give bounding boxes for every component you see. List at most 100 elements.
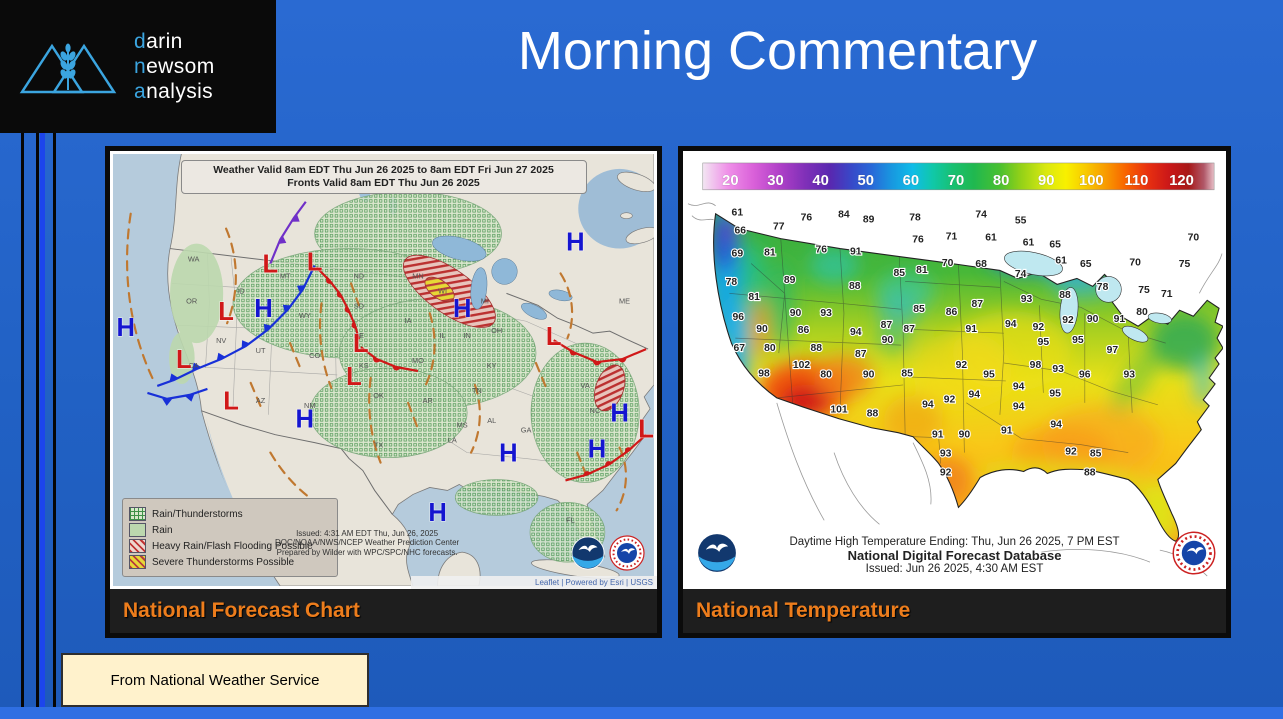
temp-value: 96: [733, 312, 745, 323]
state-label: MS: [457, 421, 468, 430]
pressure-symbol-h: H: [499, 439, 517, 467]
scale-tick-label: 70: [948, 173, 964, 189]
great-lakes: [1004, 250, 1172, 343]
neighbor-coastlines: [687, 202, 1223, 577]
temp-value: 88: [1084, 467, 1096, 478]
temp-value: 94: [1013, 382, 1025, 393]
state-label: OK: [373, 391, 384, 400]
temp-value: 78: [1097, 282, 1109, 293]
legend-item: Rain/Thunderstorms: [129, 507, 331, 521]
state-label: OH: [491, 326, 502, 335]
scale-tick-label: 100: [1079, 173, 1104, 189]
temp-value: 78: [909, 212, 921, 223]
pressure-symbol-l: L: [353, 330, 369, 358]
dna-logo: darin newsom analysis: [0, 0, 276, 133]
state-label: WY: [299, 311, 311, 320]
temp-value: 70: [1188, 232, 1200, 243]
logo-wordmark: darin newsom analysis: [134, 30, 215, 103]
state-label: IL: [439, 331, 445, 340]
fronts: [147, 201, 647, 482]
state-label: SD: [354, 301, 364, 310]
decor-vline-accent: [40, 133, 45, 707]
pressure-symbol-h: H: [254, 295, 272, 323]
state-label: LA: [448, 436, 457, 445]
severe-area: [424, 276, 455, 302]
decor-vline-3: [53, 133, 56, 707]
pressure-symbol-l: L: [546, 323, 562, 351]
temp-value: 61: [1055, 255, 1067, 266]
scale-tick-label: 60: [903, 173, 919, 189]
pressure-symbol-l: L: [263, 250, 279, 278]
temp-value: 98: [758, 369, 770, 380]
legend-label: Heavy Rain/Flash Flooding Possible: [152, 540, 313, 552]
state-label: KS: [359, 361, 369, 370]
temp-value: 78: [726, 277, 738, 288]
forecast-valid-header: Weather Valid 8am EDT Thu Jun 26 2025 to…: [180, 160, 587, 194]
temp-value: 98: [1030, 360, 1042, 371]
legend-swatch-flood: [129, 539, 146, 553]
legend-item: Heavy Rain/Flash Flooding Possible: [129, 539, 331, 553]
temp-value: 94: [968, 390, 980, 401]
legend-item: Severe Thunderstorms Possible: [129, 555, 331, 569]
temperature-caption: National Temperature: [683, 589, 1226, 633]
issued-line2: DOC/NOAA/NWS/NCEP Weather Prediction Cen…: [274, 538, 460, 547]
scale-tick-label: 80: [993, 173, 1009, 189]
temp-value: 94: [922, 400, 934, 411]
pressure-symbol-l: L: [176, 346, 192, 374]
temp-value: 95: [1049, 389, 1061, 400]
nws-logo-icon: [609, 535, 645, 571]
state-label: WI: [438, 286, 447, 295]
state-label: NM: [304, 401, 315, 410]
issued-line3: Prepared by Wilder with WPC/SPC/NHC fore…: [276, 547, 458, 557]
temp-value: 81: [748, 292, 760, 303]
weather-valid-text: Weather Valid 8am EDT Thu Jun 26 2025 to…: [213, 164, 554, 176]
footer-strip: [0, 707, 1283, 719]
pressure-symbol-h: H: [117, 314, 135, 342]
temp-value: 90: [756, 324, 768, 335]
decor-vline-2: [36, 133, 39, 707]
temperature-map-image: 20 30 40 50 60 70 80 90 100 110 120: [683, 151, 1226, 589]
state-label: VA: [581, 381, 590, 390]
temp-value: 91: [1114, 314, 1126, 325]
temp-value: 75: [1179, 259, 1191, 270]
temp-value: 88: [1059, 290, 1071, 301]
temp-value: 76: [912, 234, 924, 245]
legend-label: Rain: [152, 524, 173, 536]
temp-value: 65: [1049, 239, 1061, 250]
temp-value: 90: [863, 370, 875, 381]
temp-value: 87: [881, 320, 893, 331]
temp-value: 90: [882, 335, 894, 346]
decor-vline-1: [21, 133, 24, 707]
state-label: OR: [186, 296, 197, 305]
temp-value: 88: [811, 343, 823, 354]
temp-value: 90: [1087, 314, 1099, 325]
state-label: AL: [487, 416, 496, 425]
temp-value: 90: [790, 308, 802, 319]
noaa-logo-icon: [698, 534, 736, 572]
temp-value: 88: [867, 409, 879, 420]
temp-value: 85: [913, 304, 925, 315]
temp-value: 92: [1033, 322, 1045, 333]
scale-tick-label: 30: [767, 173, 783, 189]
temp-value: 80: [1136, 307, 1148, 318]
temp-value: 68: [975, 259, 987, 270]
scale-tick-label: 50: [858, 173, 874, 189]
temp-value: 93: [1052, 364, 1064, 375]
temp-value: 61: [1023, 237, 1035, 248]
temp-value: 80: [764, 343, 776, 354]
temp-value: 71: [1161, 289, 1173, 300]
state-label: NE: [354, 331, 364, 340]
temp-value: 93: [1123, 370, 1135, 381]
pressure-symbol-h: H: [566, 228, 584, 256]
temp-value: 87: [855, 349, 867, 360]
scale-tick-label: 40: [812, 173, 828, 189]
ndfd-ending-text: Daytime High Temperature Ending: Thu, Ju…: [789, 536, 1120, 548]
temp-value: 89: [863, 214, 875, 225]
state-label: ND: [354, 271, 365, 280]
state-label: CA: [189, 361, 199, 370]
state-label: ME: [619, 296, 630, 305]
state-label: MO: [412, 356, 424, 365]
state-label: ID: [237, 286, 244, 295]
scale-tick-label: 110: [1124, 173, 1148, 189]
